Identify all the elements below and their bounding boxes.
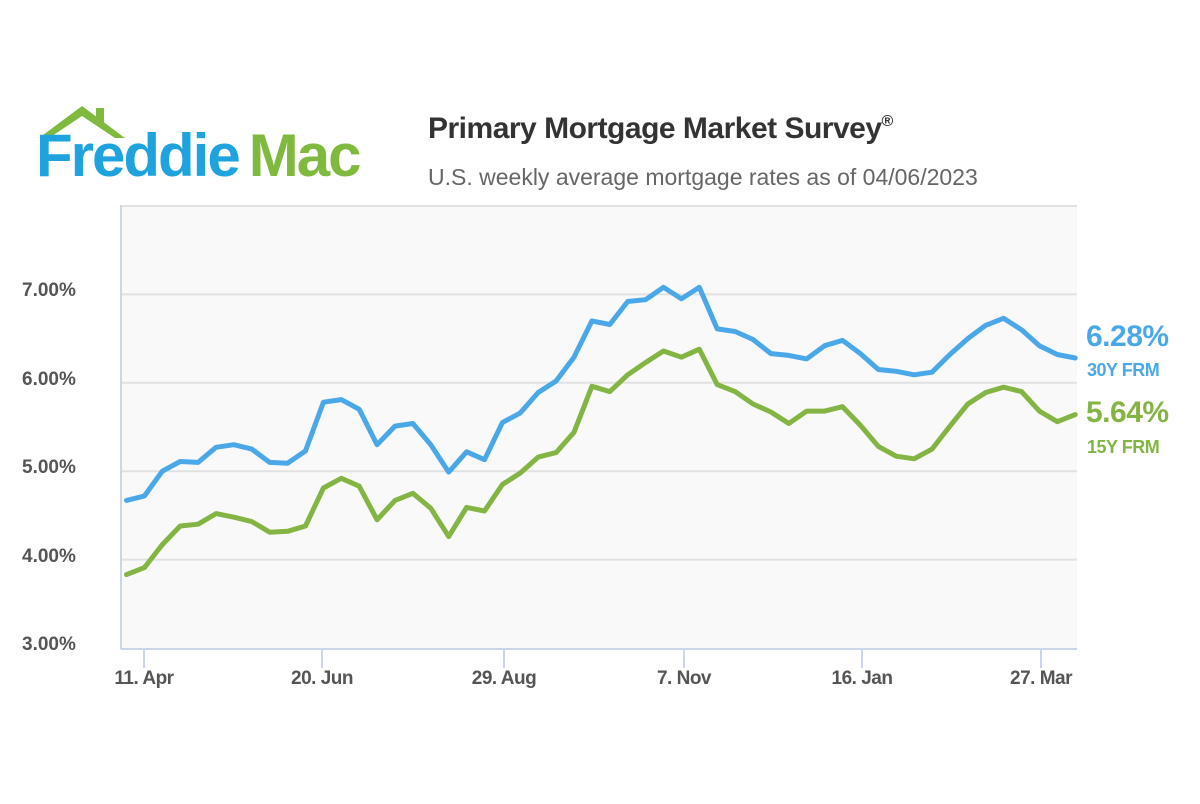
house-roof-icon [39,106,125,138]
x-axis-ticks [143,649,1042,668]
chart-subtitle: U.S. weekly average mortgage rates as of… [428,164,978,190]
x-tick-label: 20. Jun [291,668,353,689]
x-tick-label: 29. Aug [471,668,537,689]
series-30y-value: 6.28% [1086,320,1169,353]
logo-word-mac: Mac [248,122,362,189]
series-15y-value: 5.64% [1086,396,1169,429]
y-tick-label: 6.00% [22,368,76,390]
series-30y-frm-line[interactable] [124,284,1078,503]
y-tick-label: 4.00% [22,545,76,567]
x-tick-label: 27. Mar [1010,668,1072,689]
x-tick-label: 16. Jan [831,668,893,689]
y-tick-label: 3.00% [22,634,76,655]
chart-title: Primary Mortgage Market Survey® [428,112,893,146]
gridlines [121,205,1077,561]
y-tick-label: 7.00% [22,280,76,302]
registered-mark: ® [881,113,894,130]
x-tick-label: 11. Apr [114,668,174,689]
chart-title-text: Primary Mortgage Market Survey [428,112,882,145]
x-tick-label: 7. Nov [656,668,712,689]
series-30y-label: 30Y FRM [1087,360,1160,380]
logo-word-freddie: Freddie [36,122,241,189]
plot-area [121,205,1077,648]
series-15y-frm-line[interactable] [124,346,1078,578]
series-15y-label: 15Y FRM [1087,437,1160,457]
y-tick-label: 5.00% [22,457,76,479]
freddie-mac-logo: Freddie Mac [36,104,386,194]
